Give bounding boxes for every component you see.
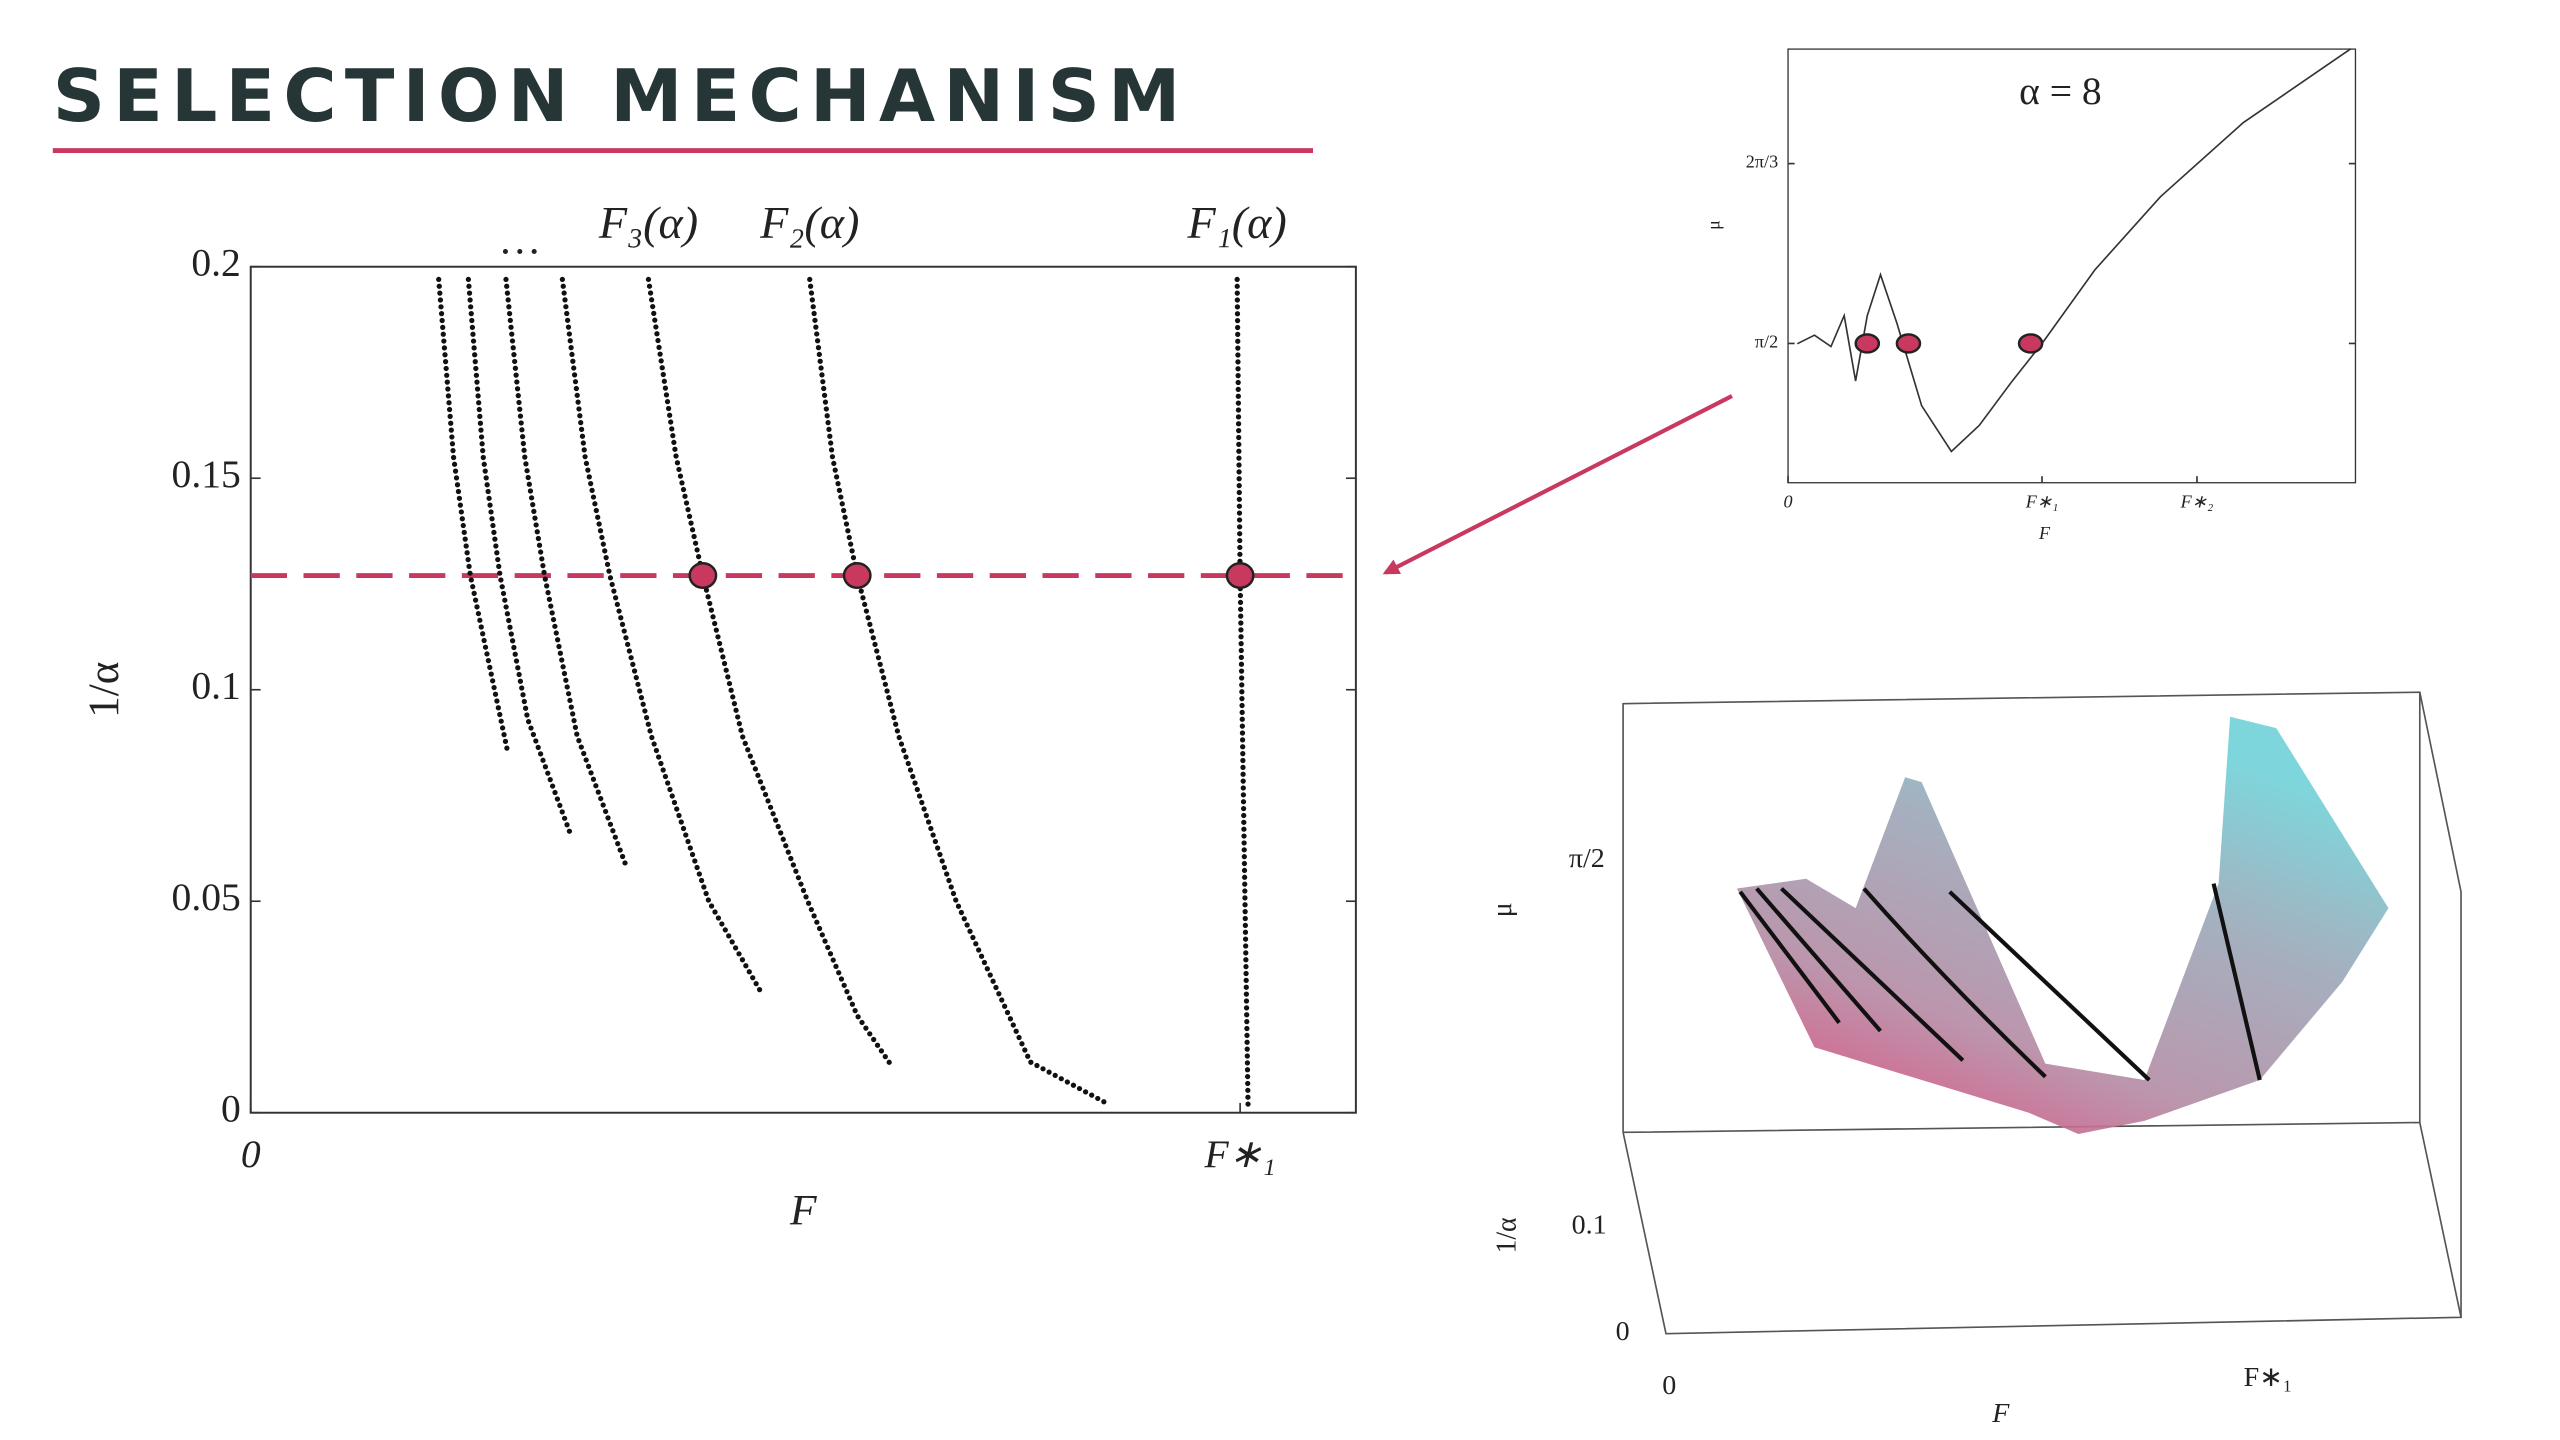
highlight-marker	[1225, 562, 1255, 590]
y-tick-label: 0.2	[191, 241, 240, 285]
series-line	[645, 276, 895, 1069]
series-line	[807, 276, 1112, 1107]
y-tick-label: 0.1	[1572, 1210, 1607, 1241]
highlight-marker	[1895, 333, 1922, 354]
plot-frame	[249, 265, 1357, 1114]
x-axis-label: F	[2038, 523, 2051, 543]
x-tick-label: 0	[241, 1132, 261, 1176]
highlight-marker	[688, 562, 718, 590]
surface	[1736, 716, 2389, 1134]
x-tick-label: F∗₁	[2025, 492, 2059, 512]
x-tick-label: 0	[1662, 1370, 1676, 1401]
series-line	[503, 276, 630, 871]
y-tick-label: 2π/3	[1746, 152, 1778, 172]
surface-curve	[1738, 890, 1841, 1024]
chart-title: α = 8	[2019, 69, 2102, 113]
surface-box	[1622, 691, 2463, 1335]
y-tick-label: 0	[221, 1087, 241, 1131]
box-edge	[1622, 1122, 2463, 1335]
chart: 0 0.05 0.1 0.15 0.2 0 F∗₁ F 1/α F₁(α) F₂(α) F₃(α) …	[80, 197, 1357, 1235]
highlight-marker	[2017, 333, 2044, 354]
x-tick-label: F∗₁	[1204, 1132, 1276, 1176]
x-tick-label: 0	[1784, 492, 1793, 512]
series-line	[1797, 48, 2352, 453]
series-label: F₃(α)	[598, 197, 698, 248]
surface-curve	[1948, 890, 2151, 1082]
highlight-marker	[1854, 333, 1881, 354]
series-line	[436, 276, 511, 756]
box-edge	[1622, 691, 2462, 1318]
plot-frame	[1787, 48, 2357, 484]
surface-curve	[1755, 887, 1882, 1033]
surface-curve	[2211, 883, 2262, 1081]
y-tick-label: 0.05	[172, 875, 241, 919]
box-edge	[1623, 692, 2421, 1134]
highlight-marker	[842, 562, 872, 590]
y-tick-label: 0.1	[191, 664, 240, 708]
series-line	[1234, 276, 1251, 1107]
y-axis-label: μ	[1704, 220, 1724, 230]
surface-plot: π/2 μ 1/α 0.1 0 0 F∗₁ F	[1487, 691, 2463, 1429]
series-label: F₁(α)	[1187, 197, 1287, 248]
x-tick-label: F∗₂	[2180, 492, 2214, 512]
y-tick-label: 0.15	[172, 452, 241, 496]
y-tick-label: π/2	[1755, 332, 1778, 352]
pointer-arrow	[1382, 394, 1733, 575]
x-tick-label: F∗₁	[2244, 1362, 2293, 1393]
chart: π/2 2π/3 0 F∗₁ F∗₂ Fμ α = 8	[1704, 48, 2357, 543]
y-axis-label: 1/α	[80, 662, 128, 718]
z-axis-label: μ	[1487, 902, 1518, 917]
series-line	[465, 276, 573, 837]
x-axis-label: F	[1991, 1398, 2010, 1429]
y-tick-label: 0	[1616, 1316, 1630, 1347]
series-line	[559, 276, 765, 997]
y-axis-label: 1/α	[1492, 1217, 1523, 1253]
surface-curve	[1780, 887, 1965, 1062]
surface-curves	[1738, 883, 2262, 1082]
x-axis-label: F	[789, 1187, 817, 1235]
z-tick-label: π/2	[1569, 843, 1605, 874]
series-label: F₂(α)	[759, 197, 859, 248]
surface-curve	[1862, 887, 2047, 1079]
slide-title: SELECTION MECHANISM	[53, 55, 1189, 139]
ellipsis-label: …	[498, 217, 541, 264]
